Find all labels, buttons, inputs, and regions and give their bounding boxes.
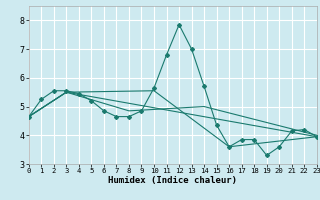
X-axis label: Humidex (Indice chaleur): Humidex (Indice chaleur) — [108, 176, 237, 185]
